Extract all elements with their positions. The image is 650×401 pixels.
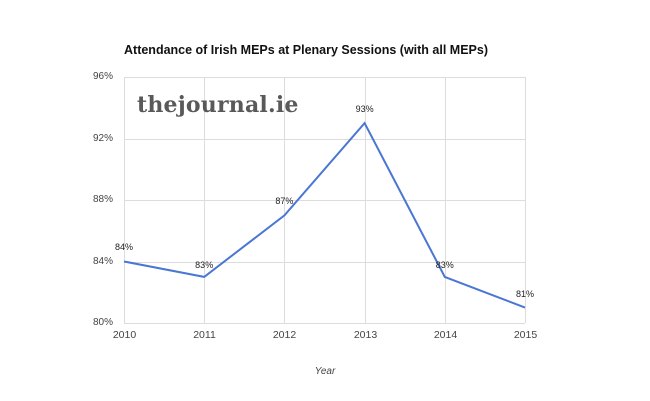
y-tick-label: 84% [92, 255, 113, 267]
gridlines [124, 77, 526, 324]
data-point-label: 84% [114, 241, 134, 252]
y-tick-label: 88% [92, 193, 113, 205]
x-axis-label: Year [314, 366, 336, 377]
data-point-label: 83% [195, 259, 214, 270]
x-tick-label: 2010 [112, 329, 137, 341]
data-point-label: 83% [435, 259, 454, 270]
x-tick-label: 2013 [353, 329, 378, 341]
y-tick-label: 96% [92, 70, 113, 82]
data-point-label: 81% [515, 288, 535, 299]
data-point-label: 87% [275, 196, 294, 207]
attendance-series-line [123, 121, 526, 309]
x-tick-label: 2011 [193, 329, 216, 341]
x-tick-label: 2015 [513, 329, 538, 341]
y-tick-label: 92% [92, 132, 113, 144]
x-tick-label: 2014 [433, 329, 458, 341]
chart-title: Attendance of Irish MEPs at Plenary Sess… [124, 43, 488, 57]
thejournal-watermark-logo: thejournal.ie [137, 92, 299, 118]
y-tick-label: 80% [92, 316, 113, 328]
x-tick-label: 2012 [272, 329, 297, 341]
data-point-label: 93% [355, 104, 374, 115]
